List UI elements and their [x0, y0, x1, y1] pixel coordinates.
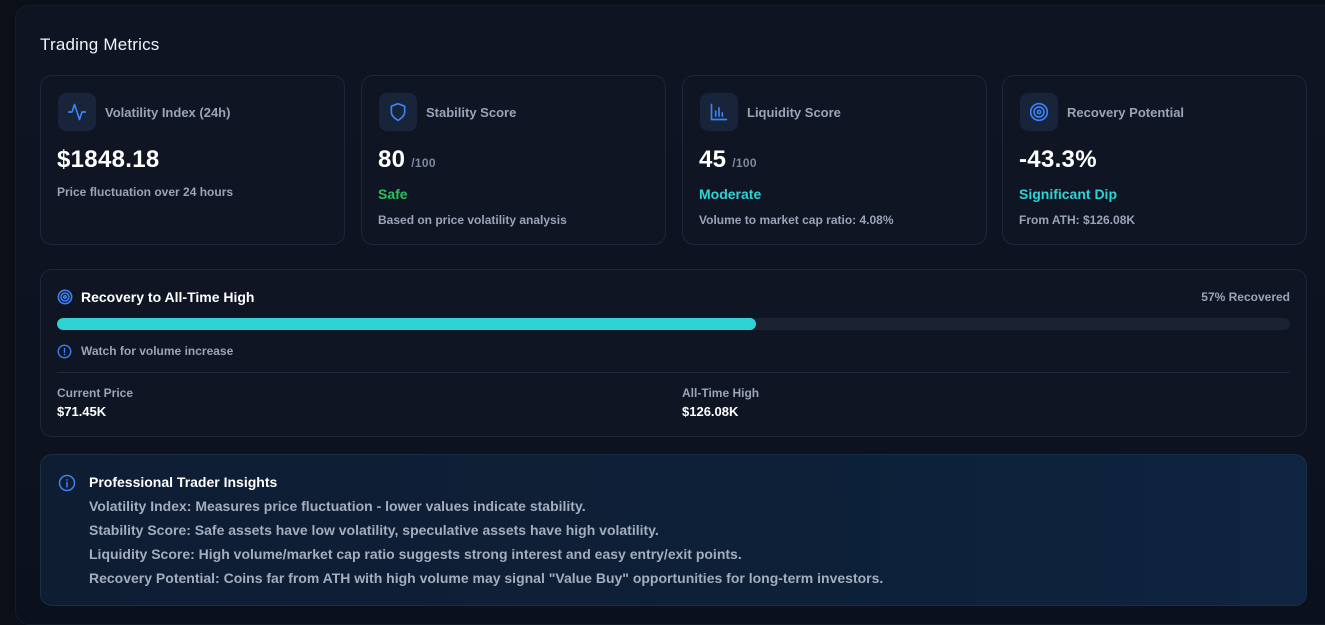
recovery-percent: 57% Recovered: [1201, 290, 1290, 304]
insight-line: Recovery Potential: Coins far from ATH w…: [89, 570, 884, 586]
info-icon: [58, 474, 76, 492]
trader-insights-section: Professional Trader Insights Volatility …: [40, 454, 1307, 606]
insight-line: Volatility Index: Measures price fluctua…: [89, 498, 586, 514]
card-value: 45/100: [699, 146, 757, 174]
recovery-progress-bar: [57, 318, 1290, 330]
card-description: From ATH: $126.08K: [1019, 213, 1136, 227]
shield-icon: [379, 93, 417, 131]
card-description: Price fluctuation over 24 hours: [57, 185, 234, 199]
card-status: Significant Dip: [1019, 186, 1117, 202]
card-description: Based on price volatility analysis: [378, 213, 567, 227]
card-value: -43.3%: [1019, 146, 1097, 174]
recovery-hint: Watch for volume increase: [81, 344, 234, 358]
recovery-progress-fill: [57, 318, 757, 330]
target-icon: [1020, 93, 1058, 131]
metric-cards: Volatility Index (24h) $1848.18 Price fl…: [40, 75, 1307, 245]
card-unit: /100: [732, 156, 757, 170]
card-label: Volatility Index (24h): [105, 105, 231, 120]
ath-label: All-Time High: [682, 386, 760, 400]
card-value-text: 80: [378, 146, 406, 173]
recovery-title: Recovery to All-Time High: [81, 289, 255, 305]
insight-line: Stability Score: Safe assets have low vo…: [89, 522, 659, 538]
card-value: $1848.18: [57, 146, 160, 174]
stability-score-card: Stability Score 80/100 Safe Based on pri…: [361, 75, 666, 245]
card-description: Volume to market cap ratio: 4.08%: [699, 213, 894, 227]
card-status: Safe: [378, 186, 408, 202]
card-value-text: 45: [699, 146, 727, 173]
insight-line: Liquidity Score: High volume/market cap …: [89, 546, 742, 562]
card-label: Recovery Potential: [1067, 105, 1185, 120]
card-label: Stability Score: [426, 105, 517, 120]
alert-circle-icon: [57, 344, 72, 359]
liquidity-score-card: Liquidity Score 45/100 Moderate Volume t…: [682, 75, 987, 245]
current-price-label: Current Price: [57, 386, 134, 400]
recovery-to-ath-section: Recovery to All-Time High 57% Recovered …: [40, 269, 1307, 437]
card-value-text: -43.3%: [1019, 146, 1097, 173]
recovery-potential-card: Recovery Potential -43.3% Significant Di…: [1002, 75, 1307, 245]
card-unit: /100: [411, 156, 436, 170]
card-status: Moderate: [699, 186, 762, 202]
activity-icon: [58, 93, 96, 131]
card-label: Liquidity Score: [747, 105, 841, 120]
bar-chart-icon: [700, 93, 738, 131]
card-value: 80/100: [378, 146, 436, 174]
current-price-value: $71.45K: [57, 404, 107, 419]
volatility-index-card: Volatility Index (24h) $1848.18 Price fl…: [40, 75, 345, 245]
trading-metrics-panel: Trading Metrics Volatility Index (24h) $…: [15, 5, 1325, 625]
panel-title: Trading Metrics: [40, 35, 160, 54]
ath-value: $126.08K: [682, 404, 739, 419]
divider: [57, 372, 1290, 373]
card-value-text: $1848.18: [57, 146, 160, 173]
target-icon: [57, 289, 73, 305]
insights-title: Professional Trader Insights: [89, 474, 278, 490]
